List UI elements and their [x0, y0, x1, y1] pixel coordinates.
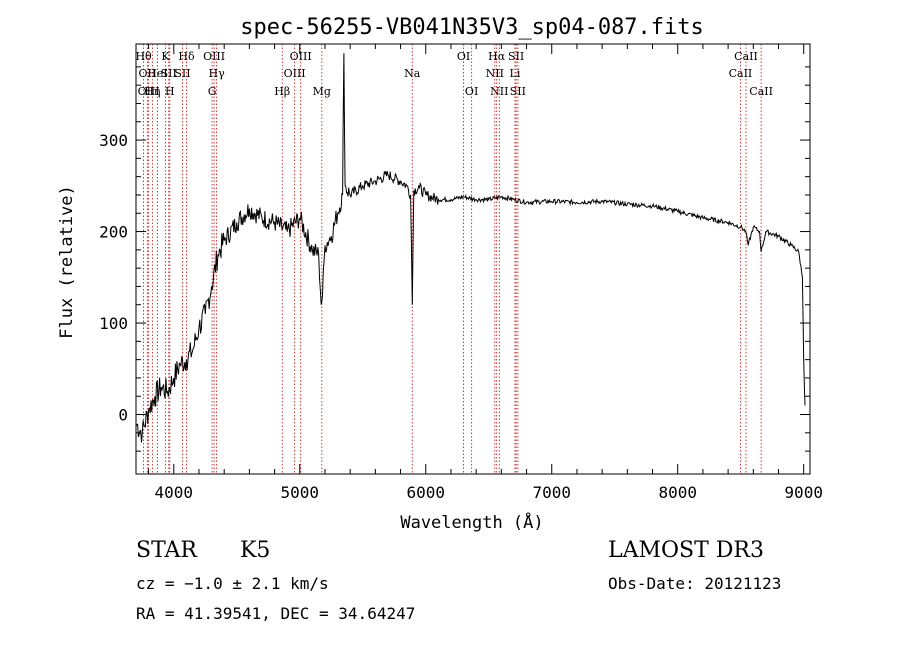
- object-type: STAR: [136, 538, 197, 563]
- line-label-6: SII: [161, 67, 177, 80]
- observation-date: Obs-Date: 20121123: [608, 574, 782, 593]
- redshift-value: cz = −1.0 ± 2.1 km/s: [136, 574, 329, 593]
- plot-frame: [135, 43, 811, 475]
- line-label-11: Hγ: [209, 67, 226, 80]
- line-label-16: Mg: [313, 85, 331, 98]
- y-tick-label-100: 100: [99, 314, 128, 333]
- line-label-20: Hα: [488, 50, 506, 63]
- line-label-28: CaII: [749, 85, 773, 98]
- line-label-24: Li: [510, 67, 521, 80]
- x-tick-label-4000: 4000: [155, 483, 194, 502]
- line-label-22: NII: [490, 85, 508, 98]
- x-tick-label-6000: 6000: [406, 483, 445, 502]
- y-axis-label: Flux (relative): [57, 185, 77, 339]
- line-label-3: Hη: [144, 85, 160, 98]
- line-label-1: OII: [138, 67, 156, 80]
- line-label-4: HeI: [147, 67, 167, 80]
- y-tick-label-200: 200: [99, 223, 128, 242]
- x-tick-label-9000: 9000: [784, 483, 823, 502]
- spectral-line-markers: [143, 44, 762, 474]
- line-label-27: CaII: [729, 67, 753, 80]
- line-label-19: OI: [465, 85, 478, 98]
- line-label-25: SII: [510, 85, 526, 98]
- object-subclass: K5: [240, 538, 271, 563]
- line-label-14: OIII: [290, 50, 312, 63]
- line-label-23: SII: [508, 50, 524, 63]
- line-label-2: OIII: [138, 85, 160, 98]
- spectrum-line: [135, 53, 806, 443]
- x-tick-label-8000: 8000: [658, 483, 697, 502]
- axis-ticks: 4000 5000 6000 7000 8000 9000 0 100 200 300: [99, 44, 823, 502]
- line-label-21: NII: [486, 67, 504, 80]
- x-tick-label-5000: 5000: [281, 483, 320, 502]
- y-tick-label-300: 300: [99, 131, 128, 150]
- line-label-13: Hβ: [274, 85, 290, 98]
- line-label-9: SII: [174, 67, 190, 80]
- coordinates: RA = 41.39541, DEC = 34.64247: [136, 604, 416, 623]
- line-label-15: OIII: [284, 67, 306, 80]
- x-tick-label-7000: 7000: [532, 483, 571, 502]
- line-label-7: H: [165, 85, 175, 98]
- spectrum-series: [135, 53, 806, 443]
- line-label-12: G: [208, 85, 217, 98]
- line-label-5: K: [161, 50, 170, 63]
- line-label-18: OI: [457, 50, 470, 63]
- line-label-17: Na: [404, 67, 421, 80]
- chart-title: spec-56255-VB041N35V3_sp04-087.fits: [240, 15, 704, 40]
- x-axis-label: Wavelength (Å): [400, 511, 543, 533]
- line-label-26: CaII: [734, 50, 758, 63]
- y-tick-label-0: 0: [118, 406, 128, 425]
- survey-name: LAMOST DR3: [608, 538, 764, 563]
- line-label-10: OIII: [203, 50, 225, 63]
- line-label-0: Hθ: [135, 50, 152, 63]
- line-label-8: Hδ: [178, 50, 195, 63]
